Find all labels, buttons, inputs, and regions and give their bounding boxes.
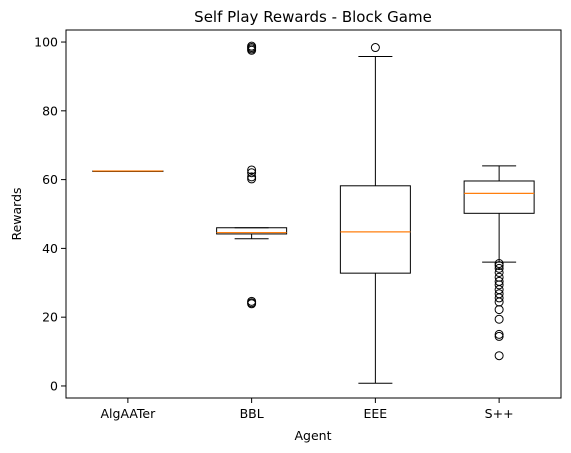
plot-area: 0 20 40 60 80 100 AlgAATer BBL EEE S++ (34, 35, 535, 421)
outlier-point (370, 43, 380, 53)
box-iqr (339, 185, 411, 274)
y-tick-label: 60 (42, 172, 58, 187)
outlier-point (494, 280, 504, 290)
outlier-point (494, 329, 504, 339)
outlier-point (494, 267, 504, 277)
outlier-point (494, 261, 504, 271)
outlier-point (494, 259, 504, 269)
outlier-point (494, 305, 504, 315)
y-tick-label: 80 (42, 103, 58, 118)
x-tick-label: S++ (485, 406, 514, 421)
outlier-point (247, 172, 257, 182)
y-axis-label: Rewards (9, 187, 24, 240)
y-tick-label: 100 (34, 35, 58, 50)
outlier-point (247, 165, 257, 175)
outlier-point (494, 293, 504, 303)
x-tick-label: BBL (240, 406, 264, 421)
chart-title: Self Play Rewards - Block Game (194, 8, 432, 26)
outlier-point (494, 263, 504, 273)
box-iqr (216, 227, 288, 235)
x-tick-label: EEE (364, 406, 388, 421)
y-tick-label: 20 (42, 310, 58, 325)
outlier-point (494, 314, 504, 324)
y-tick-label: 40 (42, 241, 58, 256)
y-tick-label: 0 (50, 378, 58, 393)
outlier-point (247, 45, 257, 55)
outlier-point (247, 168, 257, 178)
outlier-point (494, 331, 504, 341)
x-tick-label: AlgAATer (100, 406, 156, 421)
box-iqr (463, 180, 535, 214)
outlier-point (247, 299, 257, 309)
outlier-point (494, 351, 504, 361)
axes-frame (65, 29, 562, 399)
x-axis-label: Agent (295, 428, 332, 443)
outlier-point (247, 174, 257, 184)
